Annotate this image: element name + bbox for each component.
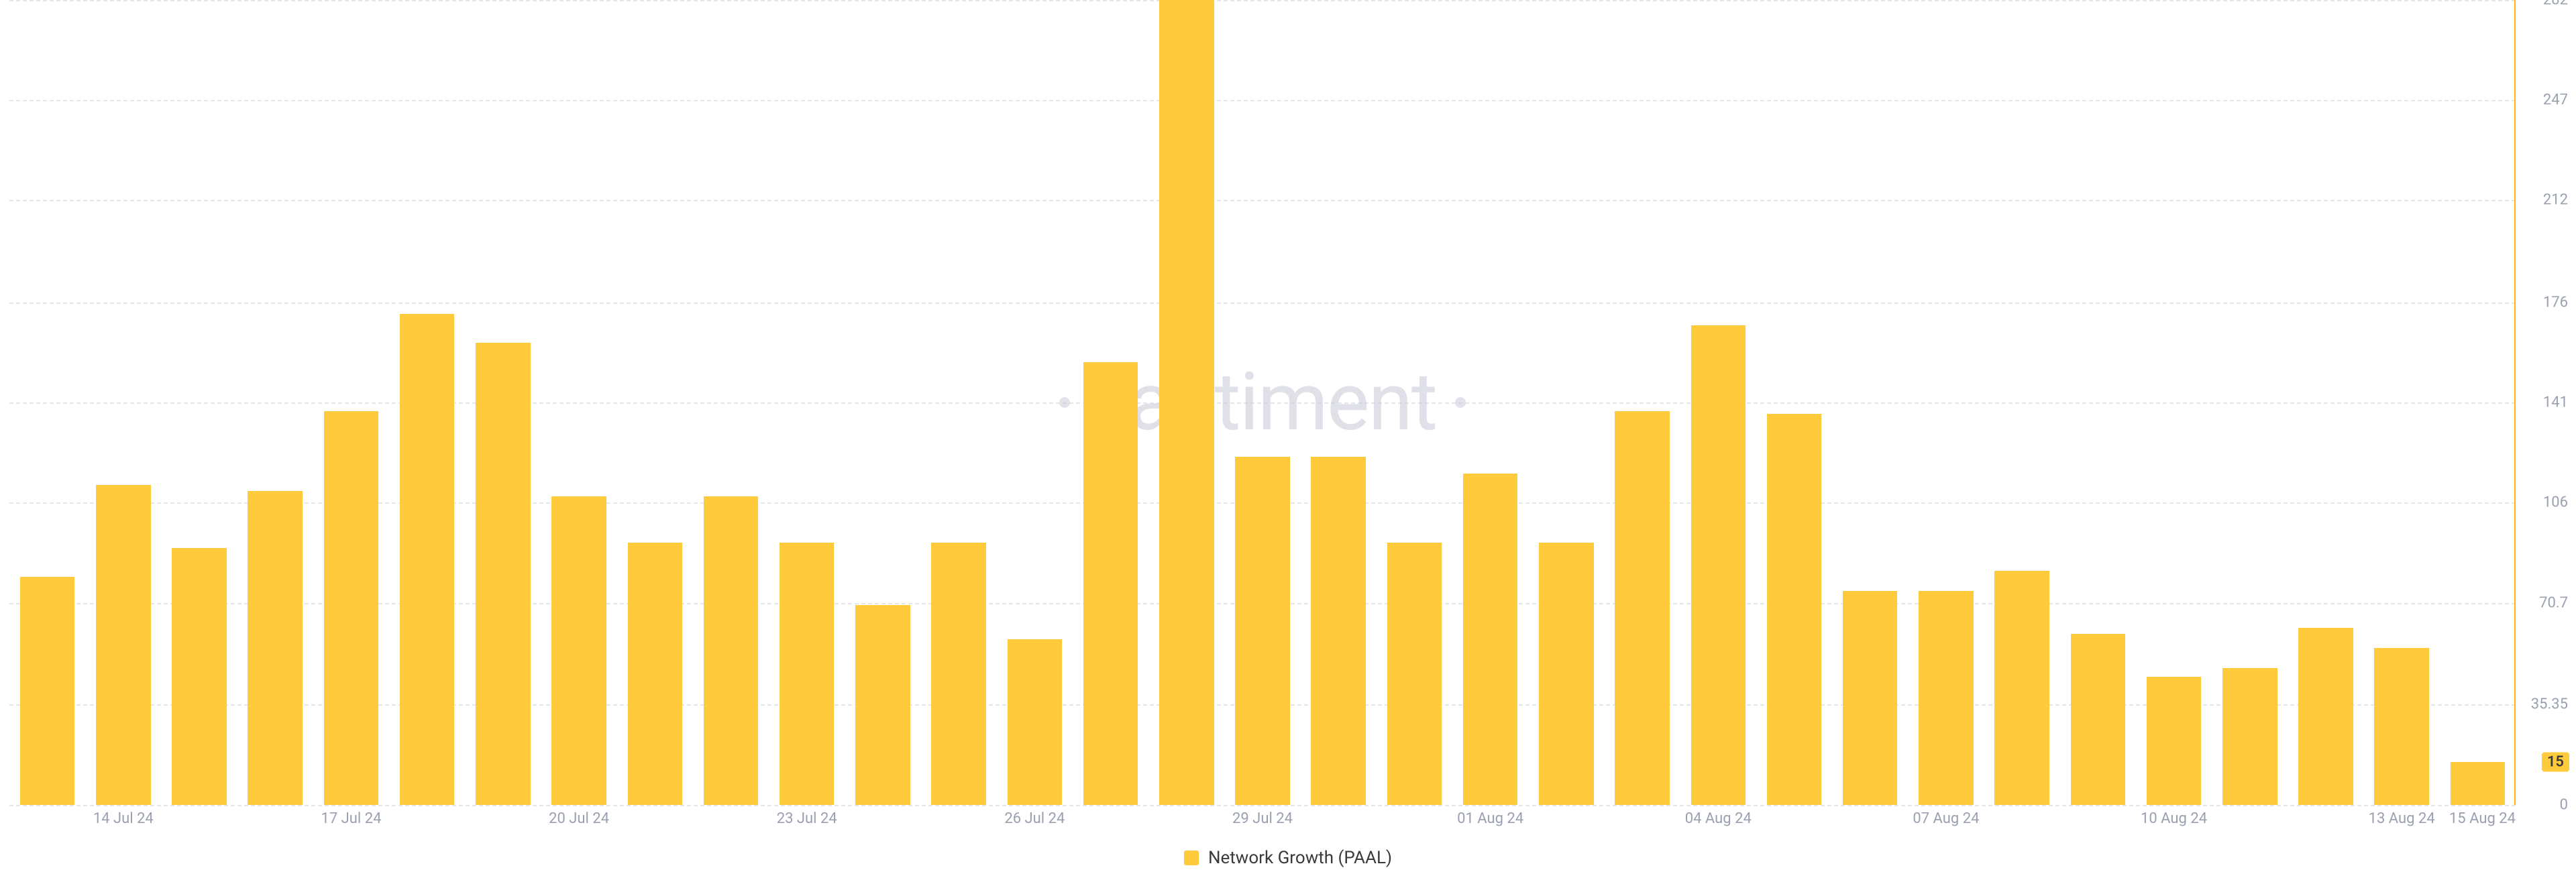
x-tick-label: 23 Jul 24	[777, 810, 837, 827]
x-tick-label: 17 Jul 24	[321, 810, 381, 827]
bar	[780, 543, 835, 805]
bar	[1994, 571, 2049, 805]
x-axis: 14 Jul 24 17 Jul 24 20 Jul 24 23 Jul 24 26 J…	[9, 810, 2516, 830]
plot-area: santiment 035.3570.7106141176212247282 1…	[9, 0, 2516, 805]
legend: Network Growth (PAAL)	[0, 848, 2576, 868]
y-tick-label: 106	[2543, 494, 2568, 510]
x-tick-label: 20 Jul 24	[549, 810, 609, 827]
bar	[1311, 457, 1366, 805]
current-value-badge: 15	[2542, 753, 2569, 772]
bar	[1008, 639, 1063, 805]
bar	[1539, 543, 1594, 805]
y-tick-label: 247	[2543, 91, 2568, 108]
bar	[1083, 362, 1138, 805]
y-tick-label: 282	[2543, 0, 2568, 9]
bar	[1387, 543, 1442, 805]
x-tick-label: 26 Jul 24	[1004, 810, 1065, 827]
x-tick-label: 13 Aug 24	[2369, 810, 2435, 827]
current-value-label: 15	[2547, 754, 2564, 771]
bar	[1691, 325, 1746, 805]
x-tick-label: 07 Aug 24	[1913, 810, 1979, 827]
bar	[1159, 0, 1214, 805]
bar	[855, 605, 910, 805]
network-growth-chart: santiment 035.3570.7106141176212247282 1…	[0, 0, 2576, 872]
bar	[1767, 414, 1822, 805]
bar	[2222, 668, 2277, 805]
bar	[931, 543, 986, 805]
bar	[2147, 677, 2202, 805]
bar	[628, 543, 683, 805]
x-tick-label: 15 Aug 24	[2449, 810, 2516, 827]
bar	[1843, 591, 1898, 805]
y-axis-line	[2514, 0, 2516, 805]
bar	[2071, 634, 2126, 805]
legend-label: Network Growth (PAAL)	[1208, 848, 1392, 868]
bar	[476, 343, 531, 805]
bar	[400, 314, 455, 805]
y-tick-label: 70.7	[2539, 595, 2568, 612]
bar	[324, 411, 379, 805]
x-tick-label: 10 Aug 24	[2141, 810, 2207, 827]
bar	[20, 577, 75, 805]
y-tick-label: 212	[2543, 191, 2568, 208]
y-tick-label: 0	[2560, 797, 2568, 814]
y-tick-label: 141	[2543, 394, 2568, 411]
bar	[1615, 411, 1670, 805]
y-tick-label: 35.35	[2531, 696, 2568, 712]
bar	[248, 491, 303, 805]
bar	[551, 496, 606, 805]
gridline	[9, 805, 2516, 806]
bar	[1235, 457, 1290, 805]
bar	[704, 496, 759, 805]
bar	[2451, 762, 2506, 805]
legend-swatch	[1184, 851, 1199, 865]
bar	[1919, 591, 1974, 805]
bar	[172, 548, 227, 805]
x-tick-label: 29 Jul 24	[1232, 810, 1293, 827]
bar	[1463, 474, 1518, 805]
x-tick-label: 04 Aug 24	[1685, 810, 1752, 827]
x-tick-label: 01 Aug 24	[1457, 810, 1523, 827]
x-tick-label: 14 Jul 24	[93, 810, 154, 827]
bar	[2298, 628, 2353, 805]
bar	[96, 485, 151, 805]
bars-layer	[9, 0, 2516, 805]
y-tick-label: 176	[2543, 294, 2568, 311]
bar	[2374, 648, 2429, 805]
